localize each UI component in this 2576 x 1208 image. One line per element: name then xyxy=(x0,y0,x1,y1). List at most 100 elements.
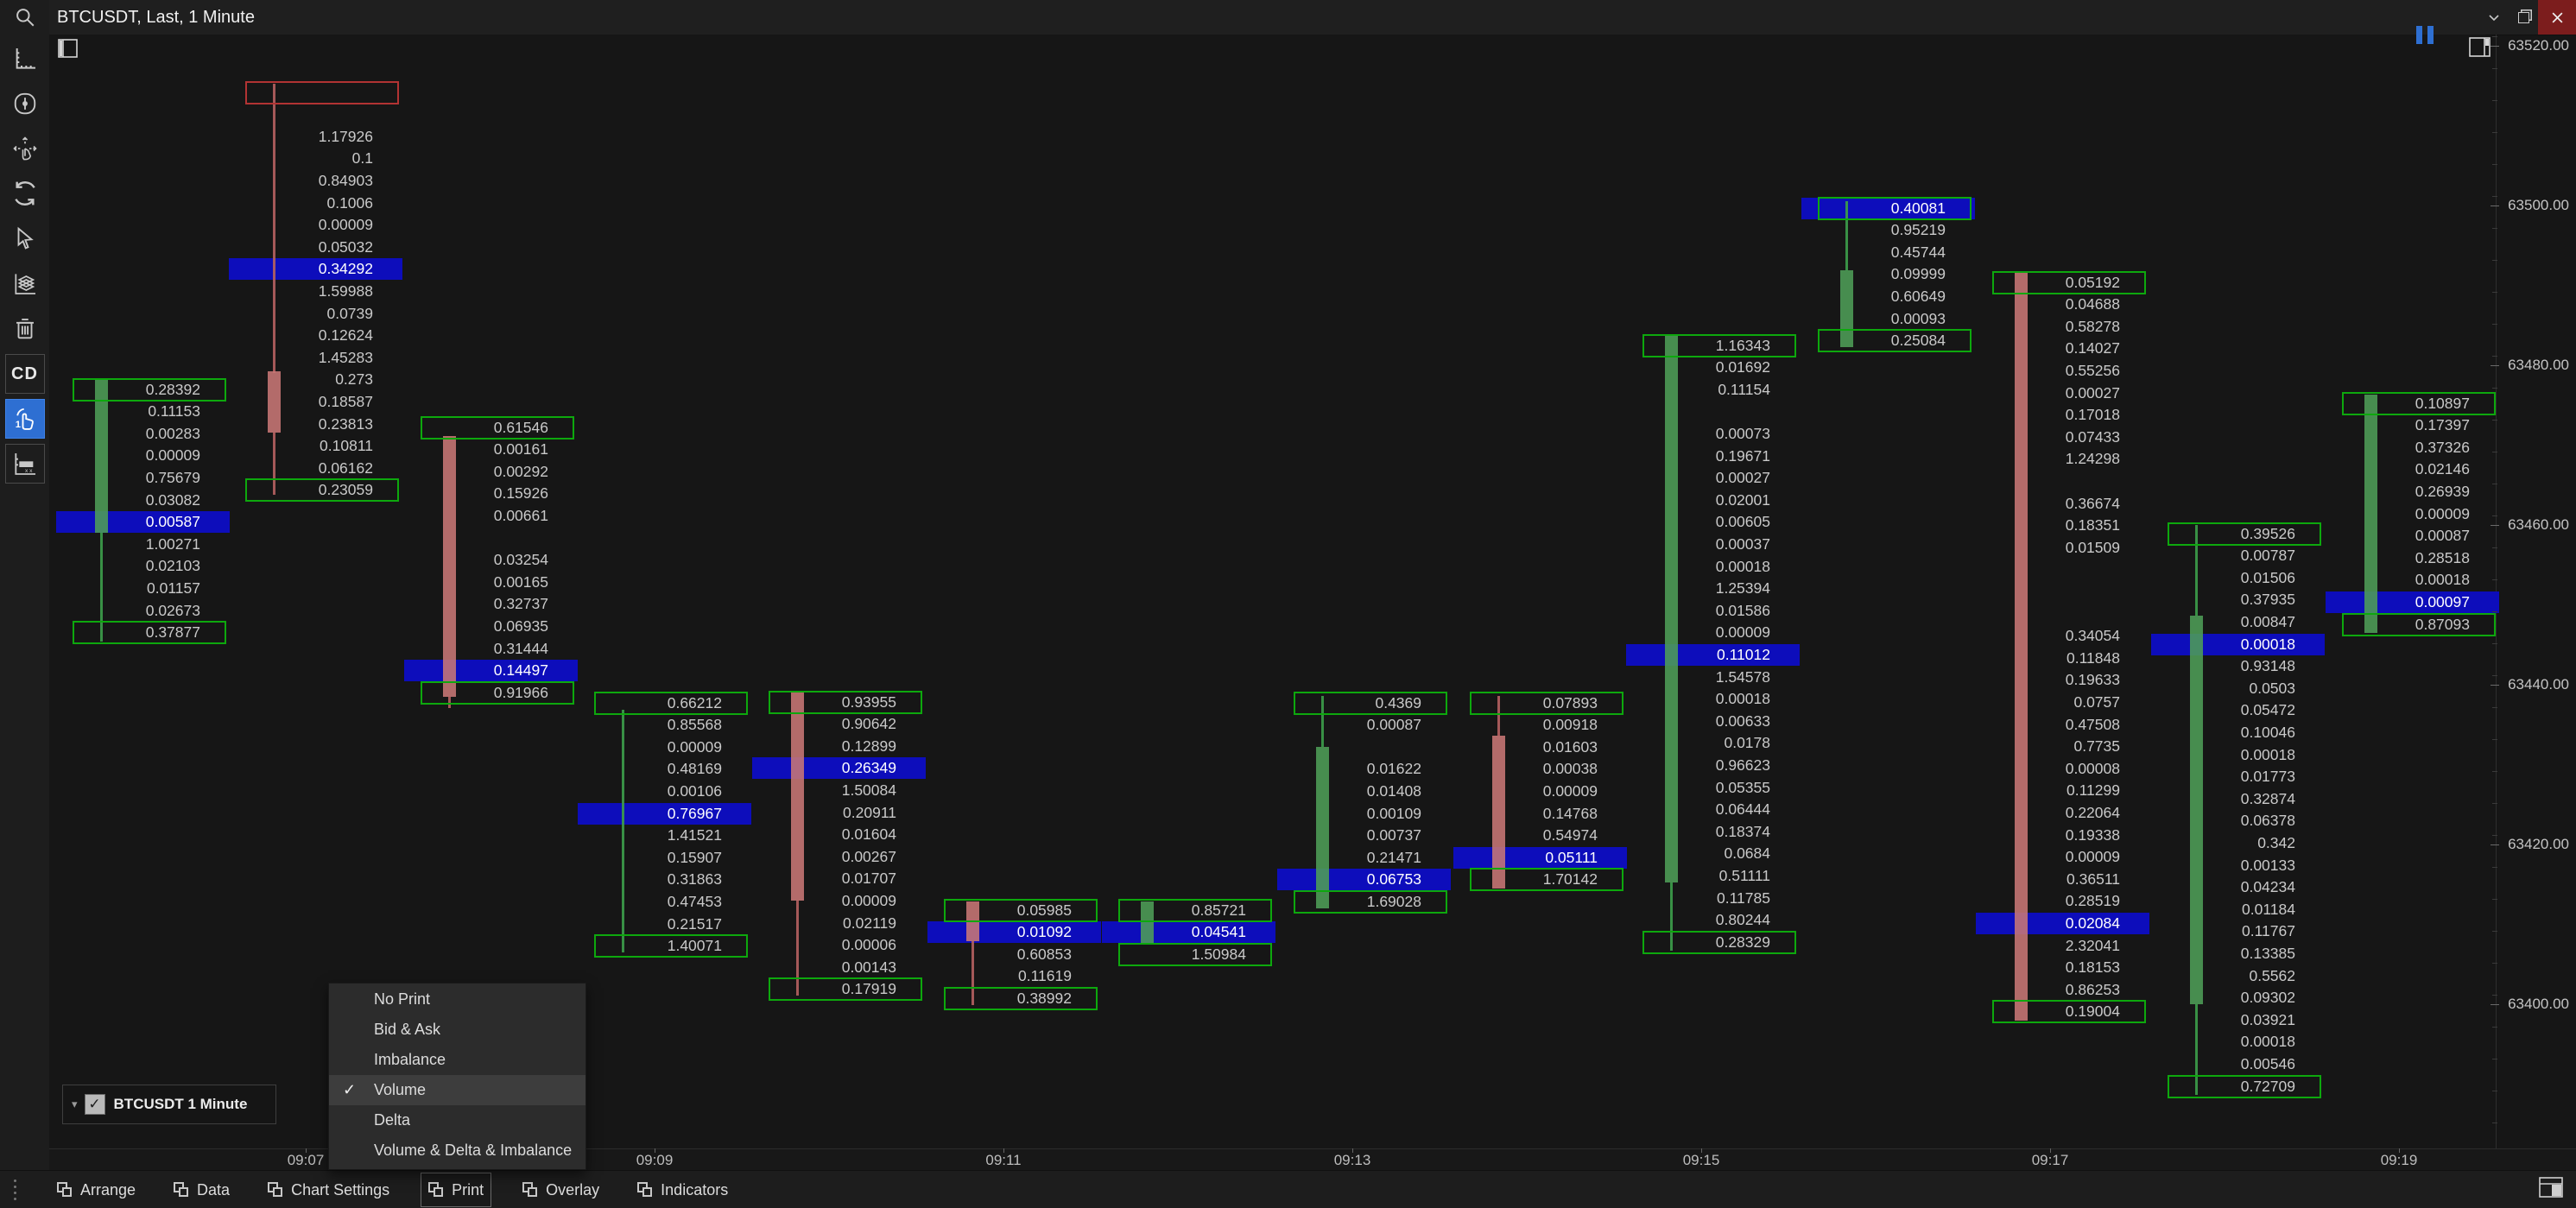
price-axis-minor-tick xyxy=(2492,420,2497,421)
time-axis-tick xyxy=(2050,1148,2051,1153)
price-axis-minor-tick xyxy=(2492,931,2497,932)
price-axis-minor-tick xyxy=(2492,995,2497,996)
menu-item-imbalance[interactable]: Imbalance xyxy=(374,1051,446,1068)
restore-icon xyxy=(2517,11,2529,23)
cursor-button[interactable] xyxy=(6,218,44,259)
panel-right-icon xyxy=(2469,37,2491,57)
chevron-down-icon xyxy=(2489,15,2499,22)
search-button[interactable] xyxy=(0,0,49,35)
time-axis-label: 09:09 xyxy=(636,1152,674,1168)
pan-button[interactable] xyxy=(6,128,44,169)
price-axis-minor-tick xyxy=(2492,707,2497,708)
menu-item-delta[interactable]: Delta xyxy=(374,1111,411,1129)
price-axis-minor-tick xyxy=(2492,771,2497,772)
cursor-icon xyxy=(17,226,34,250)
data-button[interactable]: Data xyxy=(167,1173,237,1206)
delete-button[interactable] xyxy=(6,307,44,349)
price-axis-minor-tick xyxy=(2492,68,2497,69)
pause-data-icon[interactable] xyxy=(2416,26,2435,44)
price-axis-minor-tick xyxy=(2492,36,2497,37)
pointer-one-icon: 1 xyxy=(15,408,34,430)
restore-button[interactable] xyxy=(2509,0,2538,35)
instrument-checkbox[interactable]: ✓ xyxy=(84,1094,105,1115)
chevron-down-icon[interactable]: ▾ xyxy=(72,1097,78,1110)
price-axis-minor-tick xyxy=(2492,867,2497,868)
price-axis-label: 63500.00 xyxy=(2508,197,2569,213)
time-axis-tick xyxy=(1003,1148,1004,1153)
chart-settings-button[interactable]: Chart Settings xyxy=(261,1173,396,1206)
price-axis-minor-tick xyxy=(2492,1027,2497,1028)
price-axis-minor-tick xyxy=(2492,675,2497,676)
time-axis-label: 09:13 xyxy=(1333,1152,1371,1168)
indicators-button[interactable]: Indicators xyxy=(630,1173,735,1206)
time-axis-tick xyxy=(306,1148,307,1153)
layers-icon xyxy=(14,274,35,294)
window-arrange-icon xyxy=(637,1182,653,1198)
refresh-icon xyxy=(14,181,35,206)
window-arrange-icon xyxy=(428,1182,444,1198)
chart-area[interactable] xyxy=(49,35,2485,1148)
data-point-button[interactable] xyxy=(6,83,44,124)
cd-button[interactable]: CD xyxy=(4,354,45,394)
panel-toggle-left-button[interactable] xyxy=(57,38,79,59)
toolbar-drag-handle[interactable] xyxy=(3,1180,26,1200)
time-axis-tick xyxy=(1701,1148,1702,1153)
chart-frame-button[interactable] xyxy=(6,38,44,79)
svg-text:x x: x x xyxy=(25,468,33,474)
trash-icon xyxy=(16,319,34,339)
price-axis-tick xyxy=(2491,365,2499,366)
time-axis-tick xyxy=(1352,1148,1353,1153)
panel-left-icon xyxy=(58,39,78,58)
footprint-settings-button[interactable]: x x xyxy=(4,444,45,484)
panel-toggle-right-button[interactable] xyxy=(2468,36,2491,58)
price-axis-label: 63420.00 xyxy=(2508,836,2569,852)
time-axis-label: 09:15 xyxy=(1682,1152,1720,1168)
menu-item-volume-delta-imbalance[interactable]: Volume & Delta & Imbalance xyxy=(374,1142,573,1159)
print-button[interactable]: Print xyxy=(421,1173,492,1207)
price-axis-minor-tick xyxy=(2492,196,2497,197)
price-axis-minor-tick xyxy=(2492,228,2497,229)
arrange-button[interactable]: Arrange xyxy=(50,1173,142,1206)
time-axis-label: 09:19 xyxy=(2380,1152,2418,1168)
price-axis-minor-tick xyxy=(2492,739,2497,740)
collapse-button[interactable] xyxy=(2479,0,2509,35)
menu-item-no-print[interactable]: No Print xyxy=(374,990,431,1008)
price-axis-label: 63400.00 xyxy=(2508,996,2569,1012)
print-mode-context-menu: No Print Bid & Ask Imbalance ✓ Volume De… xyxy=(328,983,586,1170)
svg-text:1: 1 xyxy=(15,420,20,430)
cd-button-label: CD xyxy=(11,364,38,383)
instrument-label: BTCUSDT 1 Minute xyxy=(113,1096,248,1112)
time-axis-label: 09:11 xyxy=(985,1152,1022,1168)
price-axis-tick xyxy=(2491,46,2499,47)
overlay-button[interactable]: Overlay xyxy=(516,1173,606,1206)
price-axis-label: 63480.00 xyxy=(2508,357,2569,373)
close-icon xyxy=(2552,12,2562,22)
instrument-selector[interactable]: ▾ ✓ BTCUSDT 1 Minute xyxy=(62,1085,276,1124)
close-button[interactable] xyxy=(2538,0,2576,35)
price-axis-tick xyxy=(2491,685,2499,686)
bottom-toolbar: Arrange Data Chart Settings Print Overla… xyxy=(0,1170,2576,1208)
price-axis-tick xyxy=(2491,525,2499,526)
price-axis-label: 63460.00 xyxy=(2508,516,2569,533)
one-click-pointer-button[interactable]: 1 xyxy=(4,399,45,439)
layout-panel-button[interactable] xyxy=(2538,1176,2564,1199)
checkmark-icon: ✓ xyxy=(343,1081,357,1098)
menu-item-bid-ask[interactable]: Bid & Ask xyxy=(374,1021,441,1038)
left-toolbar: CD 1 x x xyxy=(0,35,50,1170)
price-axis-minor-tick xyxy=(2492,100,2497,101)
price-axis-minor-tick xyxy=(2492,611,2497,612)
price-axis-label: 63520.00 xyxy=(2508,37,2569,54)
menu-item-volume[interactable]: ✓ Volume xyxy=(329,1075,585,1105)
price-axis-minor-tick xyxy=(2492,292,2497,293)
title-bar: BTCUSDT, Last, 1 Minute xyxy=(0,0,2576,35)
price-axis-minor-tick xyxy=(2492,388,2497,389)
data-point-icon xyxy=(14,92,35,115)
price-axis-minor-tick xyxy=(2492,643,2497,644)
time-axis-label: 09:17 xyxy=(2031,1152,2069,1168)
window-arrange-icon xyxy=(57,1182,73,1198)
layout-panel-icon xyxy=(2539,1177,2563,1198)
price-axis[interactable]: 63520.00 63500.00 63480.00 63460.00 63440.00… xyxy=(2485,35,2576,1148)
layers-button[interactable] xyxy=(6,262,44,304)
price-axis-minor-tick xyxy=(2492,547,2497,548)
refresh-button[interactable] xyxy=(6,173,44,214)
